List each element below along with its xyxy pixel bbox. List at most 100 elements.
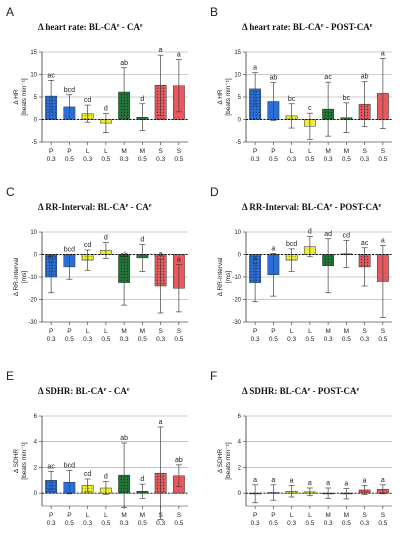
y-tick-label: -5 [32, 140, 38, 146]
significance-label: ac [361, 240, 369, 247]
y-tick-label: -20 [232, 298, 241, 304]
significance-label: a [308, 480, 312, 487]
y-tick-label: -30 [232, 320, 241, 326]
x-tick-sublabel: 0.5 [269, 156, 278, 163]
x-tick-sublabel: 0.5 [101, 156, 110, 163]
panel-d: D Δ RR-Interval: BL-CAe - POST-CAe -30 -20 -… [210, 185, 392, 343]
x-tick-label: S [362, 328, 367, 335]
y-tick-label: -10 [28, 275, 37, 281]
x-tick-label: S [158, 512, 163, 519]
significance-label: d [140, 476, 144, 483]
significance-label: a [363, 477, 367, 484]
x-tick-label: S [177, 148, 182, 155]
panel-title: Δ RR-Interval: BL-CAe - CAe [38, 202, 152, 212]
x-tick-sublabel: 0.3 [47, 520, 56, 527]
y-axis-label: Δ HR[beats min⁻¹] [217, 78, 232, 116]
x-tick-label: S [177, 512, 182, 519]
significance-label: d [140, 236, 144, 243]
y-tick-label: 0 [238, 253, 242, 259]
significance-label: bcd [64, 463, 75, 470]
x-tick-sublabel: 0.3 [120, 156, 129, 163]
x-tick-sublabel: 0.5 [378, 336, 387, 343]
significance-label: ad [324, 231, 332, 238]
significance-label: a [290, 477, 294, 484]
y-tick-label: 0 [34, 491, 38, 497]
x-tick-label: S [362, 512, 367, 519]
panel-title: Δ RR-Interval: BL-CAe - POST-CAe [242, 202, 382, 212]
x-tick-label: L [290, 148, 294, 155]
significance-label: d [140, 96, 144, 103]
x-tick-label: L [290, 512, 294, 519]
panel-letter: B [210, 5, 218, 19]
x-tick-label: P [67, 512, 71, 519]
x-tick-sublabel: 0.3 [324, 156, 333, 163]
x-tick-sublabel: 0.3 [324, 520, 333, 527]
significance-label: ab [175, 457, 183, 464]
panel-f: F Δ SDHR: BL-CAe - POST-CAe 0 2 4 6 Δ SDHR[bea… [210, 369, 392, 527]
panel-letter: D [210, 185, 219, 199]
significance-label: ac [47, 463, 55, 470]
x-tick-sublabel: 0.3 [83, 156, 92, 163]
x-tick-sublabel: 0.3 [287, 336, 296, 343]
x-tick-sublabel: 0.5 [174, 336, 183, 343]
y-tick-label: 6 [34, 414, 38, 420]
y-tick-label: 0 [238, 118, 242, 124]
x-tick-label: S [158, 328, 163, 335]
significance-label: ac [47, 72, 55, 79]
significance-label: bcd [64, 247, 75, 254]
x-tick-sublabel: 0.5 [138, 336, 147, 343]
significance-label: a [381, 477, 385, 484]
x-tick-label: P [271, 148, 275, 155]
significance-label: bcd [286, 241, 297, 248]
significance-label: d [104, 474, 108, 481]
x-tick-sublabel: 0.3 [120, 520, 129, 527]
x-tick-label: M [121, 512, 126, 519]
significance-label: ac [47, 253, 55, 260]
significance-label: a [326, 480, 330, 487]
x-tick-sublabel: 0.3 [287, 156, 296, 163]
x-tick-label: S [362, 148, 367, 155]
y-tick-label: 6 [238, 414, 242, 420]
significance-label: a [159, 251, 163, 258]
x-tick-label: P [67, 328, 71, 335]
x-tick-sublabel: 0.3 [324, 336, 333, 343]
x-tick-sublabel: 0.3 [360, 520, 369, 527]
x-tick-label: L [308, 328, 312, 335]
x-tick-sublabel: 0.5 [65, 336, 74, 343]
significance-label: bc [343, 95, 351, 102]
significance-label: d [104, 235, 108, 242]
significance-label: cd [84, 97, 92, 104]
x-tick-sublabel: 0.5 [174, 156, 183, 163]
x-tick-sublabel: 0.3 [156, 336, 165, 343]
significance-label: cd [84, 242, 92, 249]
x-tick-label: L [104, 328, 108, 335]
x-tick-label: P [49, 148, 53, 155]
x-tick-label: P [49, 512, 53, 519]
significance-label: a [381, 238, 385, 245]
panel-title: Δ SDHR: BL-CAe - POST-CAe [242, 386, 360, 396]
x-tick-sublabel: 0.5 [174, 520, 183, 527]
x-tick-sublabel: 0.5 [65, 156, 74, 163]
y-tick-label: 2 [34, 465, 38, 471]
y-tick-label: 5 [34, 95, 38, 101]
x-tick-sublabel: 0.3 [251, 156, 260, 163]
x-tick-sublabel: 0.5 [342, 336, 351, 343]
x-tick-label: L [290, 328, 294, 335]
y-axis-label: Δ SDHR[beats min⁻¹] [13, 442, 28, 480]
panel-a: A Δ heart rate: BL-CAe - CAe -5 0 5 10 15 Δ HR[… [6, 5, 188, 163]
y-tick-label: 0 [34, 118, 38, 124]
significance-label: d [308, 229, 312, 236]
significance-label: ab [361, 74, 369, 81]
x-tick-sublabel: 0.3 [47, 156, 56, 163]
significance-label: bcd [64, 87, 75, 94]
x-tick-label: L [86, 148, 90, 155]
panel-c: C Δ RR-Interval: BL-CAe - CAe -30 -20 -10 0 10… [6, 185, 188, 343]
significance-label: a [177, 257, 181, 264]
y-axis-label: Δ SDHR[beats min⁻¹] [217, 442, 232, 480]
y-tick-label: 5 [238, 95, 242, 101]
y-tick-label: 10 [30, 73, 37, 79]
panel-title: Δ SDHR: BL-CAe - CAe [38, 386, 130, 396]
significance-label: a [253, 477, 257, 484]
x-tick-sublabel: 0.3 [251, 336, 260, 343]
